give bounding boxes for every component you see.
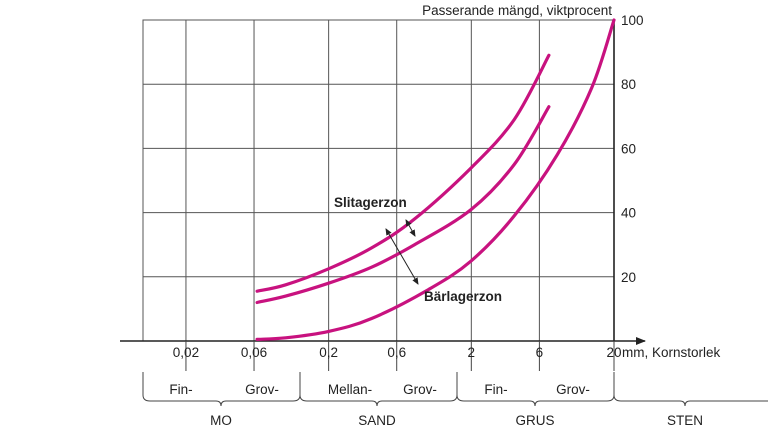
y-tick-label: 100 xyxy=(621,13,644,28)
x-tick-label: 2 xyxy=(468,345,476,360)
sub-grus-fin: Fin- xyxy=(484,382,507,397)
x-tick-label: 0,6 xyxy=(387,345,406,360)
annotation-slitagerzon: Slitagerzon xyxy=(334,195,407,210)
bracket-grus xyxy=(456,372,615,407)
x-tick-label: 20 xyxy=(606,345,621,360)
fraction-sten: STEN xyxy=(667,413,703,428)
bracket-sten xyxy=(613,372,768,407)
curve-3 xyxy=(255,18,616,341)
sub-mo-fin: Fin- xyxy=(169,382,192,397)
grid xyxy=(143,19,615,341)
x-ticks: 0,02 0,06 0,2 0,6 2 6 20 xyxy=(173,341,622,371)
y-ticks: 20 40 60 80 100 xyxy=(621,13,644,285)
y-tick-label: 40 xyxy=(621,206,636,221)
fraction-grus: GRUS xyxy=(515,413,554,428)
curve-1 xyxy=(255,53,551,293)
fraction-sand: SAND xyxy=(358,413,396,428)
barlagerzon-arrow xyxy=(385,228,419,285)
bracket-mo xyxy=(142,372,301,407)
sub-sand-grov: Grov- xyxy=(403,382,437,397)
bracket-sand xyxy=(299,372,458,407)
x-axis-label: mm, Kornstorlek xyxy=(622,345,721,360)
sub-sand-mellan: Mellan- xyxy=(328,382,372,397)
y-axis-label: Passerande mängd, viktprocent xyxy=(422,3,612,18)
fraction-mo: MO xyxy=(210,413,232,428)
x-tick-label: 0,02 xyxy=(173,345,199,360)
annotation-barlagerzon: Bärlagerzon xyxy=(424,289,502,304)
y-tick-label: 20 xyxy=(621,270,636,285)
x-tick-label: 0,2 xyxy=(319,345,338,360)
y-tick-label: 60 xyxy=(621,141,636,156)
sub-grus-grov: Grov- xyxy=(556,382,590,397)
x-tick-label: 0,06 xyxy=(241,345,267,360)
fraction-brackets xyxy=(142,372,768,407)
x-tick-label: 6 xyxy=(536,345,544,360)
sub-mo-grov: Grov- xyxy=(245,382,279,397)
y-tick-label: 80 xyxy=(621,77,636,92)
